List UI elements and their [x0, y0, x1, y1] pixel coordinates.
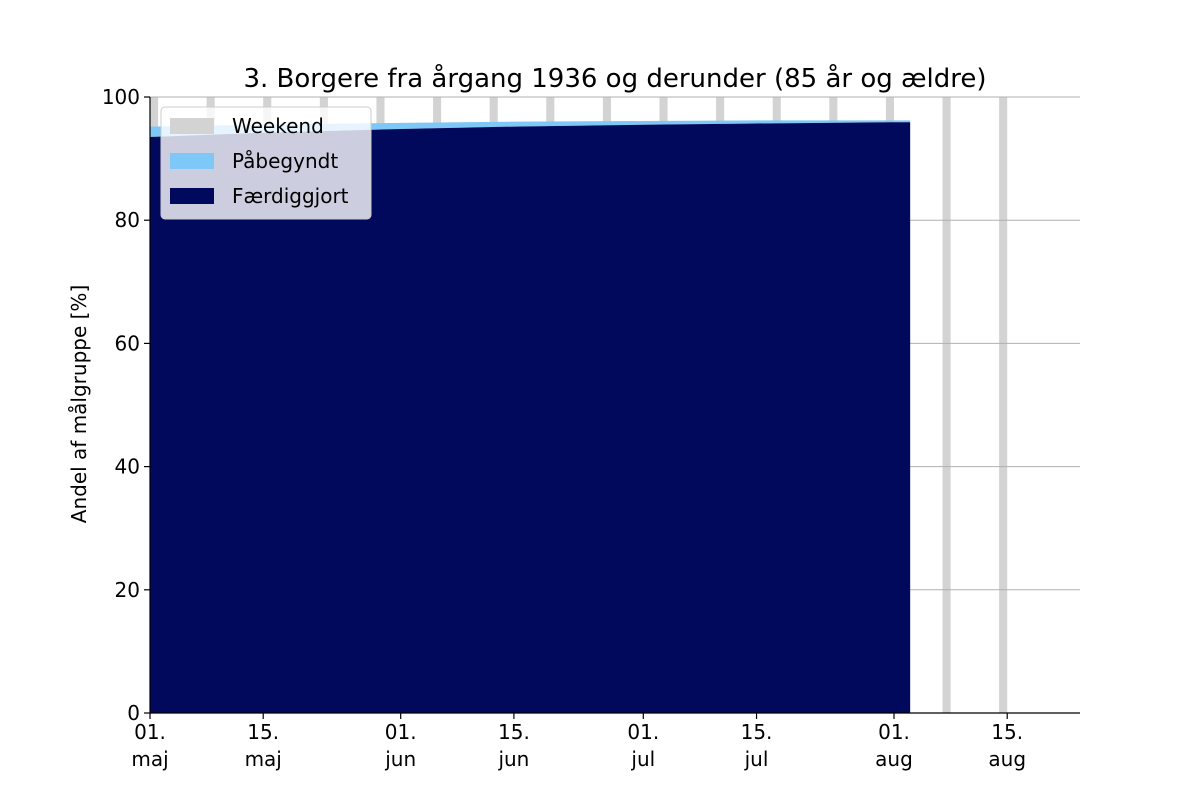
area-faerdiggjort — [150, 122, 911, 714]
legend: Weekend Påbegyndt Færdiggjort — [160, 106, 372, 220]
x-tick-label-month: jul — [630, 747, 655, 771]
x-tick-label-month: maj — [131, 747, 168, 771]
chart-title: 3. Borgere fra årgang 1936 og derunder (… — [243, 63, 986, 94]
legend-label: Færdiggjort — [232, 184, 349, 208]
x-tick-label-day: 01. — [134, 720, 166, 744]
y-axis-label: Andel af målgruppe [%] — [67, 285, 91, 523]
tick-labels: 0 20 40 60 80 100 01. maj 15. maj 01. jun 15. jun 01. j… — [102, 85, 1026, 771]
legend-label: Påbegyndt — [232, 149, 338, 173]
x-tick-label-day: 15. — [991, 720, 1023, 744]
x-tick-label-day: 15. — [741, 720, 773, 744]
x-tick-label-month: aug — [875, 747, 913, 771]
x-tick-label-month: maj — [245, 747, 282, 771]
x-tick-label-day: 01. — [878, 720, 910, 744]
legend-swatch — [170, 118, 214, 134]
x-tick-label-day: 01. — [385, 720, 417, 744]
y-tick-label: 40 — [115, 455, 140, 479]
x-tick-label-day: 01. — [627, 720, 659, 744]
x-tick-label-month: jun — [384, 747, 416, 771]
x-tick-label-day: 15. — [247, 720, 279, 744]
y-tick-label: 60 — [115, 331, 140, 355]
axes — [149, 97, 1080, 714]
y-tick-label: 20 — [115, 578, 140, 602]
x-tick-label-month: jun — [497, 747, 529, 771]
weekend-band — [999, 97, 1008, 713]
y-tick-label: 100 — [102, 85, 140, 109]
x-tick-label-month: aug — [988, 747, 1026, 771]
legend-swatch — [170, 188, 214, 204]
x-tick-label-day: 15. — [498, 720, 530, 744]
weekend-band — [942, 97, 951, 713]
x-tick-label-month: jul — [744, 747, 769, 771]
y-tick-label: 0 — [127, 701, 140, 725]
legend-label: Weekend — [232, 114, 324, 138]
y-tick-label: 80 — [115, 208, 140, 232]
legend-swatch — [170, 153, 214, 169]
